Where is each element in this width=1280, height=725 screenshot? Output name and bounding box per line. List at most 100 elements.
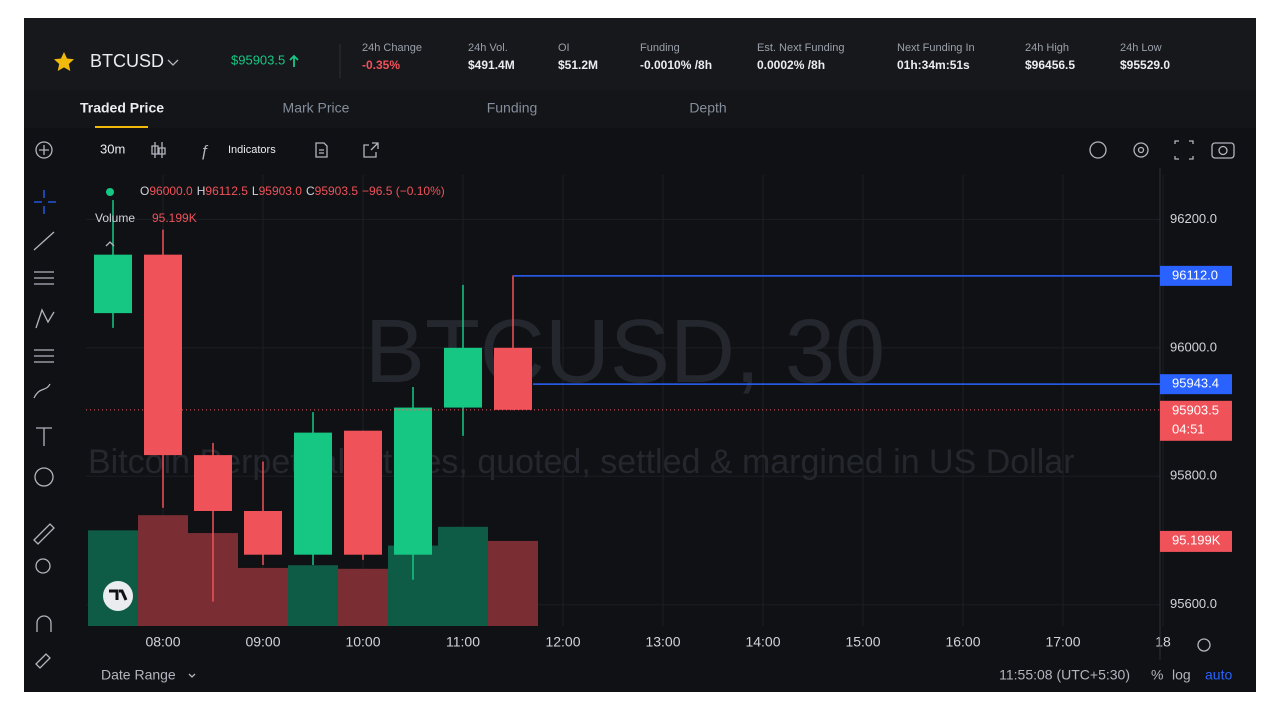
stat-label: 24h Vol. bbox=[468, 42, 508, 54]
y-tick-label: 96200.0 bbox=[1170, 211, 1217, 226]
candle-body bbox=[444, 347, 482, 408]
projection-tool[interactable] bbox=[34, 349, 54, 363]
candle-body bbox=[394, 407, 432, 555]
last-price-tag bbox=[1160, 400, 1232, 441]
settings-icon-core bbox=[1137, 146, 1145, 154]
volume-bar bbox=[438, 526, 488, 626]
zoom-tool[interactable] bbox=[35, 558, 51, 574]
fib-tool[interactable] bbox=[34, 271, 54, 285]
date-range[interactable]: Date Range bbox=[101, 667, 176, 683]
fx-icon[interactable]: ƒ bbox=[200, 143, 209, 160]
legend-value: 96112.5 bbox=[205, 184, 248, 198]
brush-tool[interactable] bbox=[33, 383, 51, 399]
fullscreen-icon[interactable] bbox=[1174, 140, 1194, 160]
price-line-label: 95943.4 bbox=[1172, 376, 1219, 391]
ohlc-legend: O96000.0 H96112.5 L95903.0 C95903.5 −96.5 (−… bbox=[140, 184, 445, 198]
price-line-tag bbox=[1160, 374, 1232, 395]
stat-value: $491.4M bbox=[468, 58, 515, 72]
x-tick-label: 12:00 bbox=[545, 634, 580, 650]
last-price: $95903.5 bbox=[231, 52, 285, 67]
favorite-star[interactable] bbox=[54, 52, 74, 71]
log-toggle[interactable]: log bbox=[1172, 667, 1191, 683]
snapshot-icon[interactable] bbox=[1211, 142, 1235, 159]
legend-key: L bbox=[252, 184, 259, 198]
auto-toggle[interactable]: auto bbox=[1205, 667, 1232, 683]
y-tick-label: 96000.0 bbox=[1170, 339, 1217, 354]
volume-bar bbox=[338, 568, 388, 626]
tab[interactable]: Mark Price bbox=[283, 100, 350, 116]
x-tick-label: 10:00 bbox=[345, 634, 380, 650]
chart-type-icon[interactable] bbox=[151, 142, 166, 158]
tab[interactable]: Depth bbox=[689, 100, 726, 116]
indicators[interactable]: Indicators bbox=[228, 144, 276, 156]
clock: 11:55:08 (UTC+5:30) bbox=[999, 667, 1130, 683]
x-tick-label: 16:00 bbox=[945, 634, 980, 650]
watermark: BTCUSD, 30 bbox=[365, 302, 885, 402]
template-icon[interactable] bbox=[315, 142, 328, 158]
volume-tag-label: 95.199K bbox=[1172, 532, 1221, 547]
volume-tag bbox=[1160, 530, 1232, 552]
candle-body bbox=[244, 511, 282, 555]
candle-body bbox=[94, 254, 132, 314]
x-tick-label: 14:00 bbox=[745, 634, 780, 650]
lock-tool[interactable] bbox=[35, 653, 51, 669]
percent-toggle[interactable]: % bbox=[1151, 667, 1163, 683]
volume-bar bbox=[288, 565, 338, 626]
collapse-legend[interactable] bbox=[105, 241, 115, 247]
candle-body bbox=[494, 347, 532, 410]
price-up-arrow bbox=[289, 54, 299, 67]
candle-body bbox=[144, 254, 182, 456]
add-icon[interactable] bbox=[35, 141, 53, 159]
stat-value: $96456.5 bbox=[1025, 58, 1075, 72]
emoji-tool[interactable] bbox=[34, 467, 54, 487]
last-price-label: 95903.5 bbox=[1172, 402, 1219, 417]
axis-settings[interactable] bbox=[1197, 638, 1211, 652]
stat-label: 24h Low bbox=[1120, 42, 1162, 54]
popout-icon[interactable] bbox=[363, 142, 379, 158]
watermark-subtitle: Bitcoin Perpetual futures, quoted, settl… bbox=[88, 443, 1075, 481]
stat-label: Est. Next Funding bbox=[757, 42, 844, 54]
candle-body bbox=[294, 432, 332, 555]
x-tick-label: 13:00 bbox=[645, 634, 680, 650]
price-line-label: 96112.0 bbox=[1172, 267, 1218, 282]
tv-logo-mark bbox=[109, 589, 128, 601]
stat-label: Next Funding In bbox=[897, 42, 975, 54]
settings-icon[interactable] bbox=[1133, 142, 1149, 158]
tab[interactable]: Traded Price bbox=[80, 100, 164, 116]
text-tool[interactable] bbox=[36, 427, 52, 446]
volume-legend-label: Volume bbox=[95, 211, 135, 225]
x-tick-label: 11:00 bbox=[446, 634, 480, 650]
ruler-tool[interactable] bbox=[33, 523, 55, 545]
stat-value: 01h:34m:51s bbox=[897, 58, 970, 72]
symbol[interactable]: BTCUSD bbox=[90, 51, 164, 71]
pattern-tool[interactable] bbox=[35, 308, 55, 329]
x-tick-label: 17:00 bbox=[1045, 634, 1080, 650]
legend-key: O bbox=[140, 184, 149, 198]
x-tick-label: 09:00 bbox=[245, 634, 280, 650]
stat-label: OI bbox=[558, 42, 570, 54]
symbol-dropdown[interactable] bbox=[167, 59, 179, 66]
volume-legend-value: 95.199K bbox=[152, 211, 197, 225]
stat-value: 0.0002% /8h bbox=[757, 58, 825, 72]
trendline-tool[interactable] bbox=[33, 231, 55, 251]
y-tick-label: 95800.0 bbox=[1170, 468, 1217, 483]
alert-icon[interactable] bbox=[1089, 141, 1107, 159]
snapshot-lens bbox=[1218, 145, 1228, 156]
x-tick-label: 08:00 bbox=[145, 634, 180, 650]
tab[interactable]: Funding bbox=[487, 100, 538, 116]
volume-bar bbox=[88, 530, 138, 626]
legend-change: −96.5 (−0.10%) bbox=[362, 184, 445, 198]
volume-bar bbox=[238, 567, 288, 626]
legend-dot bbox=[106, 188, 114, 196]
magnet-tool[interactable] bbox=[36, 615, 52, 632]
interval[interactable]: 30m bbox=[100, 141, 125, 156]
volume-bar bbox=[138, 515, 188, 626]
stat-value: -0.0010% /8h bbox=[640, 58, 712, 72]
stat-value: $51.2M bbox=[558, 58, 598, 72]
price-line-tag bbox=[1160, 265, 1232, 286]
stat-label: 24h High bbox=[1025, 42, 1069, 54]
stat-value: $95529.0 bbox=[1120, 58, 1170, 72]
crosshair-tool[interactable] bbox=[34, 190, 56, 214]
